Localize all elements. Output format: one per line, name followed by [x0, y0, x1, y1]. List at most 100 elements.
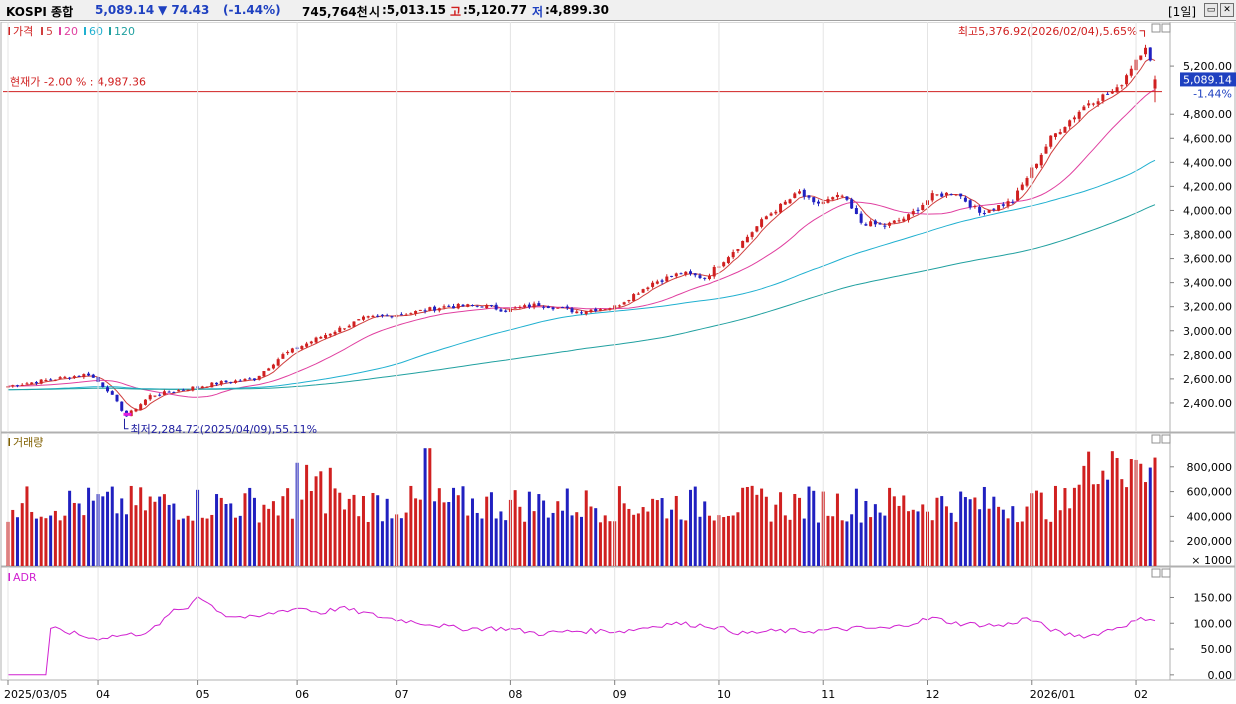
x-axis: 2025/03/05 04 05 06 07 08 09 10 11 12 2026/01 02 — [4, 22, 1148, 701]
volume-bar — [485, 496, 489, 566]
volume-bar — [186, 515, 190, 566]
candle-body — [660, 280, 664, 282]
candle-body — [712, 266, 716, 277]
candle-body — [513, 307, 517, 309]
volume-bar — [219, 497, 223, 566]
x-tick-label: 05 — [196, 688, 210, 701]
maximize-button[interactable]: ▭ — [1204, 3, 1218, 17]
volume-bar — [423, 448, 427, 566]
candle-body — [674, 273, 678, 277]
candle-body — [774, 211, 778, 214]
adr-line — [8, 596, 1156, 676]
price-y-tick-label: 2,600.00 — [1183, 373, 1232, 386]
candle-body — [418, 309, 422, 311]
candle-body — [234, 380, 238, 383]
volume-bar — [452, 487, 456, 566]
candle-body — [745, 236, 749, 243]
volume-bar — [129, 485, 133, 566]
volume-bar — [513, 490, 517, 566]
volume-bar — [143, 510, 147, 566]
volume-bar — [461, 486, 465, 566]
volume-bar — [603, 515, 607, 566]
min-arrow — [123, 418, 129, 430]
candle-body — [423, 310, 427, 312]
candle-body — [930, 193, 934, 201]
volume-bar — [1049, 521, 1053, 566]
candle-body — [1120, 85, 1124, 87]
candle-body — [561, 307, 565, 309]
chart-header: KOSPI 종합 5,089.14 ▼ 74.43 (-1.44%) 745,7… — [0, 0, 1236, 21]
volume-bar — [1025, 506, 1029, 566]
volume-bar — [589, 506, 593, 566]
candle-body — [741, 240, 745, 248]
volume-bar — [271, 501, 275, 566]
volume-bar — [39, 516, 43, 566]
candle-body — [248, 378, 252, 380]
volume-bar — [361, 495, 365, 566]
candle-body — [485, 305, 489, 309]
candle-body — [670, 275, 674, 277]
candle-body — [153, 395, 157, 397]
candle-body — [769, 213, 773, 216]
period-label[interactable]: [1일] — [1168, 5, 1197, 19]
candle-body — [954, 194, 958, 196]
volume-bar — [769, 521, 773, 566]
candle-body — [1011, 201, 1015, 203]
volume-bar — [840, 520, 844, 566]
candle-body — [565, 306, 569, 309]
volume-bar — [53, 510, 57, 566]
candle-body — [835, 194, 839, 198]
chart-area[interactable]: 현재가 -2.00 % : 4,987.36 최고5,376.92(2026/0… — [0, 22, 1236, 704]
volume-unit-label: × 1000 — [1191, 554, 1232, 567]
volume-bar — [162, 494, 166, 566]
volume-bar — [907, 511, 911, 566]
candle-body — [987, 210, 991, 213]
candle-body — [707, 275, 711, 280]
volume-bar — [1115, 457, 1119, 566]
volume-bar — [399, 518, 403, 566]
candle-body — [290, 348, 294, 353]
candle-body — [243, 378, 247, 381]
volume-bar — [20, 503, 24, 566]
symbol-name[interactable]: KOSPI 종합 — [6, 5, 74, 19]
close-button[interactable]: ✕ — [1220, 3, 1234, 17]
candle-body — [959, 193, 963, 197]
candle-body — [238, 380, 242, 382]
candle-body — [380, 314, 384, 316]
volume-y-tick-label: 400,000 — [1187, 510, 1233, 523]
candle-body — [186, 389, 190, 391]
candle-body — [324, 335, 328, 339]
volume-bar — [982, 486, 986, 566]
volume-bar — [523, 521, 527, 566]
volume-bar — [134, 505, 138, 566]
volume-bar — [570, 515, 574, 566]
volume-bar — [352, 494, 356, 566]
volume-bar — [921, 504, 925, 566]
volume-bar — [608, 521, 612, 566]
legend-label-120: 120 — [114, 25, 135, 38]
volume-bar — [409, 485, 413, 566]
volume-bar — [1101, 470, 1105, 566]
volume-bar — [1106, 479, 1110, 566]
candle-body — [816, 201, 820, 204]
volume-value: 745,764천 — [302, 5, 368, 19]
volume-bar — [532, 511, 536, 566]
candle-body — [309, 341, 313, 344]
candle-body — [447, 305, 451, 307]
volume-bar — [124, 514, 128, 566]
price-y-tick-label: 2,800.00 — [1183, 349, 1232, 362]
current-price-box — [1180, 72, 1236, 87]
volume-bar — [850, 514, 854, 566]
candle-body — [907, 214, 911, 221]
candle-body — [551, 307, 555, 310]
candle-body — [845, 196, 849, 200]
volume-bar — [1125, 487, 1129, 566]
candle-body — [49, 379, 53, 381]
volume-bar — [30, 511, 34, 566]
volume-bar — [1035, 490, 1039, 566]
price-y-tick-label: 3,000.00 — [1183, 325, 1232, 338]
candle-body — [594, 308, 598, 312]
volume-bar — [1096, 484, 1100, 566]
candle-body — [859, 213, 863, 223]
candle-body — [679, 273, 683, 275]
